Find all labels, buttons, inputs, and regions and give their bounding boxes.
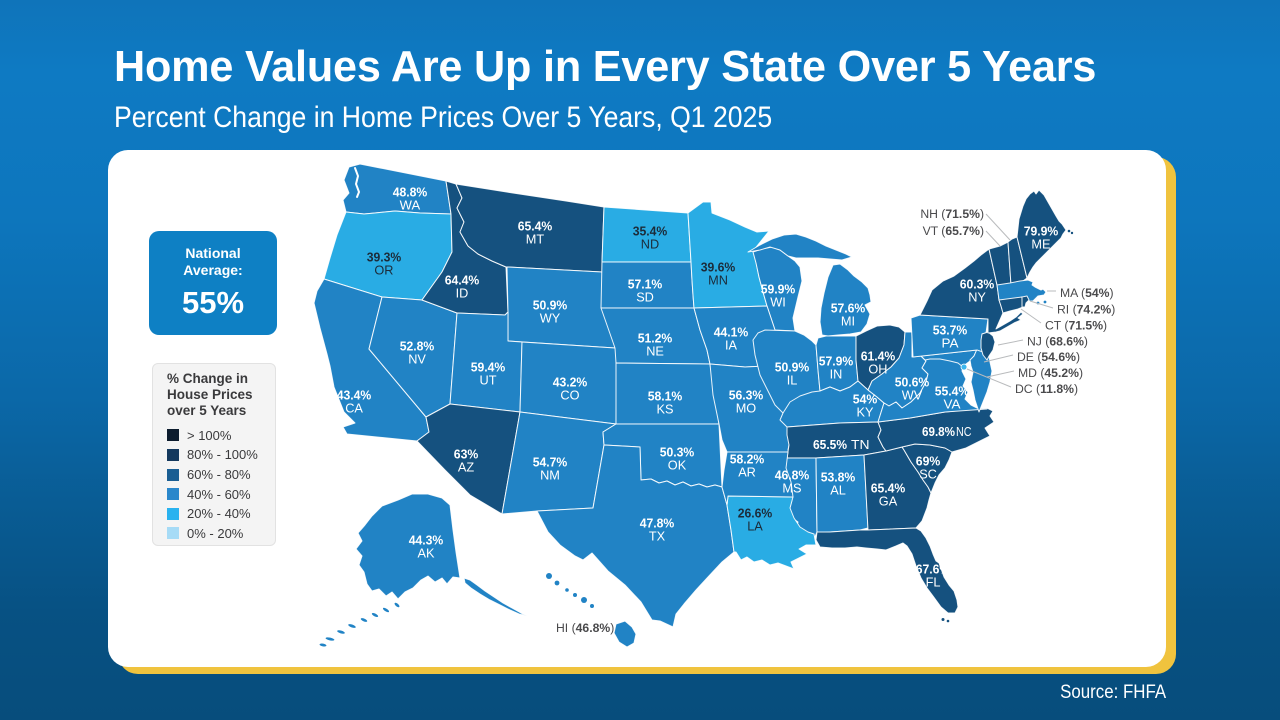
svg-text:IN: IN bbox=[830, 366, 843, 381]
svg-text:OR: OR bbox=[374, 262, 393, 277]
svg-text:58.1%: 58.1% bbox=[648, 388, 683, 403]
svg-text:NH (71.5%): NH (71.5%) bbox=[920, 207, 984, 221]
svg-text:CO: CO bbox=[560, 387, 579, 402]
svg-text:60.3%: 60.3% bbox=[960, 276, 995, 291]
svg-text:DE (54.6%): DE (54.6%) bbox=[1017, 350, 1080, 364]
svg-text:50.9%: 50.9% bbox=[775, 359, 810, 374]
svg-text:WA: WA bbox=[400, 197, 421, 212]
svg-text:69%: 69% bbox=[916, 453, 941, 468]
svg-text:VT (65.7%): VT (65.7%) bbox=[923, 224, 984, 238]
svg-text:TN: TN bbox=[851, 437, 870, 452]
svg-text:44.3%: 44.3% bbox=[409, 532, 444, 547]
svg-text:63%: 63% bbox=[454, 446, 479, 461]
svg-text:39.6%: 39.6% bbox=[701, 259, 736, 274]
svg-text:43.4%: 43.4% bbox=[337, 387, 372, 402]
svg-text:MD (45.2%): MD (45.2%) bbox=[1018, 366, 1083, 380]
svg-text:53.8%: 53.8% bbox=[821, 469, 856, 484]
svg-text:AL: AL bbox=[830, 482, 846, 497]
svg-text:NV: NV bbox=[408, 351, 426, 366]
svg-text:LA: LA bbox=[747, 518, 763, 533]
svg-text:67.6%: 67.6% bbox=[916, 561, 951, 576]
svg-text:59.9%: 59.9% bbox=[761, 281, 796, 296]
svg-text:47.8%: 47.8% bbox=[640, 515, 675, 530]
svg-text:AZ: AZ bbox=[458, 459, 474, 474]
svg-text:56.3%: 56.3% bbox=[729, 387, 764, 402]
svg-text:SC: SC bbox=[919, 466, 937, 481]
svg-text:50.6%: 50.6% bbox=[895, 374, 930, 389]
svg-text:57.6%: 57.6% bbox=[831, 300, 866, 315]
svg-text:NJ (68.6%): NJ (68.6%) bbox=[1027, 335, 1088, 349]
svg-text:65.5%: 65.5% bbox=[813, 437, 847, 452]
svg-text:58.2%: 58.2% bbox=[730, 451, 765, 466]
svg-text:ME: ME bbox=[1031, 236, 1050, 251]
svg-text:KY: KY bbox=[857, 404, 874, 419]
svg-text:RI (74.2%): RI (74.2%) bbox=[1057, 303, 1115, 317]
svg-text:NC: NC bbox=[956, 424, 972, 439]
svg-text:26.6%: 26.6% bbox=[738, 505, 773, 520]
svg-text:65.4%: 65.4% bbox=[518, 218, 553, 233]
svg-text:DC (11.8%): DC (11.8%) bbox=[1015, 382, 1078, 396]
svg-text:NM: NM bbox=[540, 467, 560, 482]
svg-text:CA: CA bbox=[345, 400, 363, 415]
svg-text:WI: WI bbox=[770, 294, 786, 309]
svg-text:MN: MN bbox=[708, 272, 728, 287]
svg-text:64.4%: 64.4% bbox=[445, 272, 480, 287]
svg-text:50.9%: 50.9% bbox=[533, 297, 568, 312]
svg-text:57.9%: 57.9% bbox=[819, 353, 854, 368]
svg-text:52.8%: 52.8% bbox=[400, 338, 435, 353]
svg-text:GA: GA bbox=[879, 493, 898, 508]
svg-text:54%: 54% bbox=[853, 391, 878, 406]
svg-text:39.3%: 39.3% bbox=[367, 249, 402, 264]
svg-text:44.1%: 44.1% bbox=[714, 324, 749, 339]
svg-text:MO: MO bbox=[736, 400, 757, 415]
svg-text:54.7%: 54.7% bbox=[533, 454, 568, 469]
svg-text:KS: KS bbox=[657, 401, 674, 416]
svg-text:AR: AR bbox=[738, 464, 756, 479]
svg-text:TX: TX bbox=[649, 528, 666, 543]
svg-text:VA: VA bbox=[944, 396, 961, 411]
svg-text:65.4%: 65.4% bbox=[871, 480, 906, 495]
svg-text:69.8%: 69.8% bbox=[922, 424, 955, 439]
svg-text:35.4%: 35.4% bbox=[633, 223, 668, 238]
svg-text:MI: MI bbox=[841, 313, 855, 328]
svg-text:59.4%: 59.4% bbox=[471, 359, 506, 374]
svg-text:46.8%: 46.8% bbox=[775, 467, 810, 482]
svg-text:UT: UT bbox=[480, 372, 497, 387]
svg-text:PA: PA bbox=[942, 335, 959, 350]
svg-text:43.2%: 43.2% bbox=[553, 374, 588, 389]
svg-text:ID: ID bbox=[456, 285, 469, 300]
svg-text:WV: WV bbox=[902, 387, 923, 402]
svg-text:NY: NY bbox=[968, 289, 986, 304]
svg-text:61.4%: 61.4% bbox=[861, 348, 896, 363]
svg-text:OH: OH bbox=[868, 361, 887, 376]
svg-text:SD: SD bbox=[636, 289, 654, 304]
svg-text:ND: ND bbox=[641, 236, 659, 251]
svg-text:OK: OK bbox=[668, 457, 687, 472]
svg-text:79.9%: 79.9% bbox=[1024, 223, 1059, 238]
svg-text:57.1%: 57.1% bbox=[628, 276, 663, 291]
svg-text:NE: NE bbox=[646, 343, 664, 358]
svg-text:IA: IA bbox=[725, 337, 737, 352]
svg-text:IL: IL bbox=[787, 372, 798, 387]
svg-text:MA (54%): MA (54%) bbox=[1060, 286, 1114, 300]
svg-text:MS: MS bbox=[782, 480, 801, 495]
svg-text:FL: FL bbox=[926, 574, 941, 589]
svg-text:HI (46.8%): HI (46.8%) bbox=[556, 621, 614, 635]
svg-text:WY: WY bbox=[540, 310, 561, 325]
svg-text:55.4%: 55.4% bbox=[935, 383, 970, 398]
svg-text:50.3%: 50.3% bbox=[660, 444, 695, 459]
svg-text:51.2%: 51.2% bbox=[638, 330, 673, 345]
svg-text:48.8%: 48.8% bbox=[393, 184, 428, 199]
svg-text:AK: AK bbox=[418, 545, 435, 560]
svg-text:53.7%: 53.7% bbox=[933, 322, 968, 337]
svg-text:MT: MT bbox=[526, 231, 544, 246]
svg-text:CT (71.5%): CT (71.5%) bbox=[1045, 319, 1107, 333]
